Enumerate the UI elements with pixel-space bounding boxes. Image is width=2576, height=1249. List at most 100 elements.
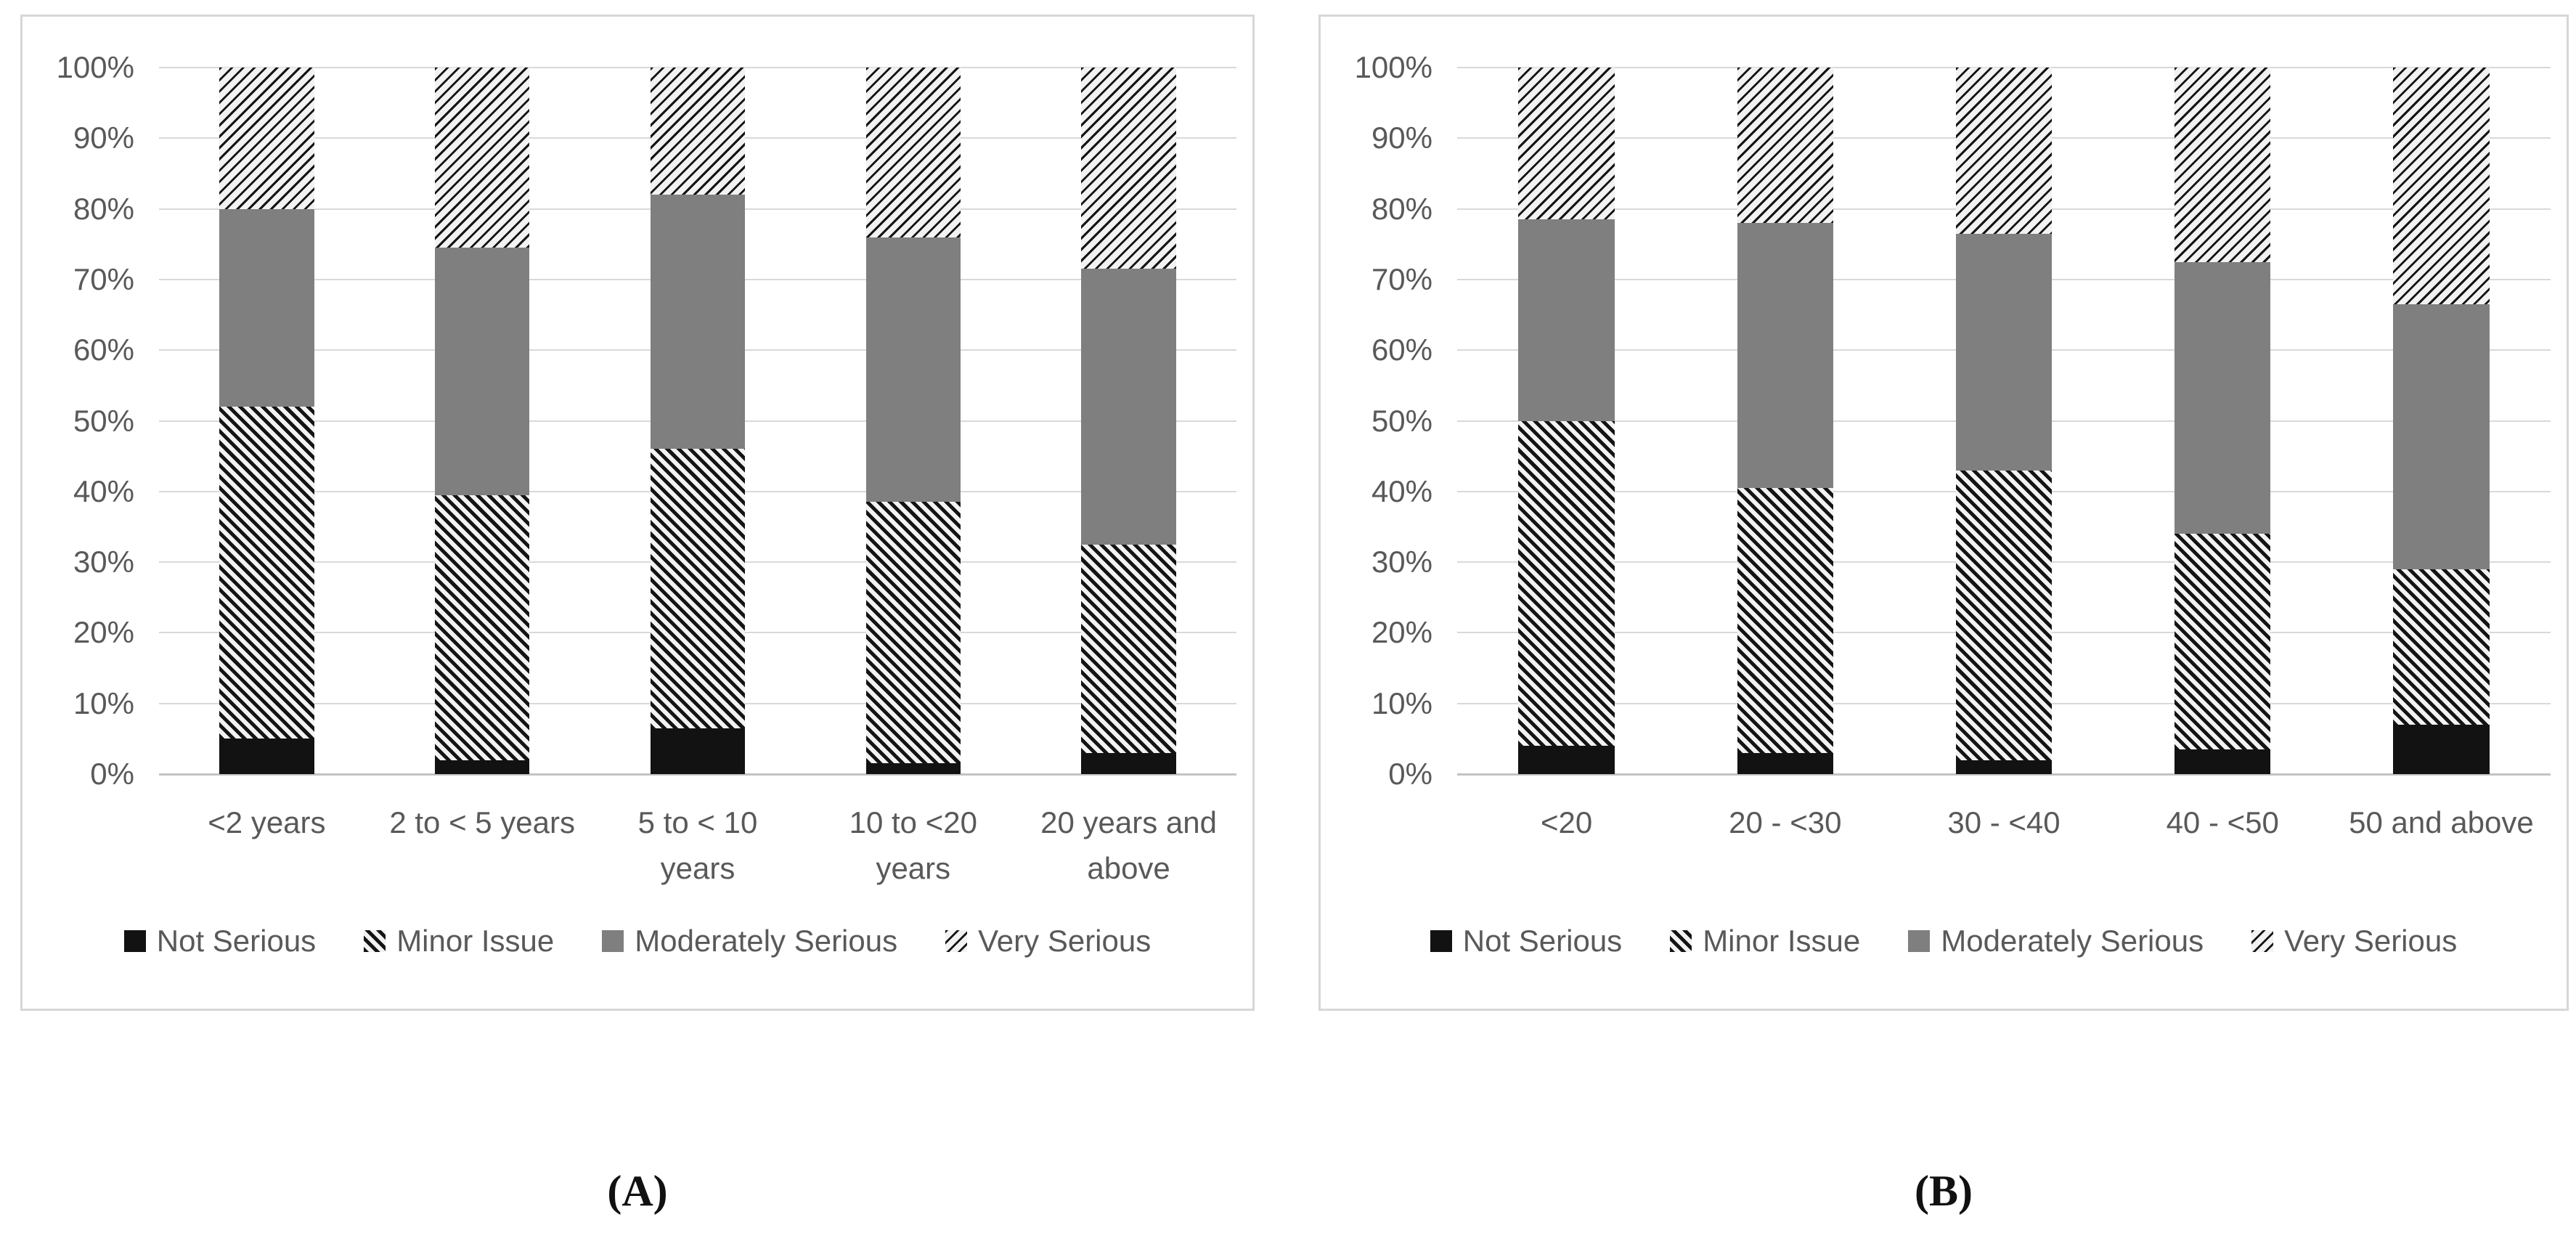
y-tick-label: 20% bbox=[1371, 615, 1432, 650]
bar-segment-moderately-serious bbox=[865, 237, 961, 503]
bar-segment-very-serious bbox=[1518, 68, 1615, 220]
bar-slot--20 bbox=[1457, 68, 1676, 774]
y-tick-label: 10% bbox=[1371, 685, 1432, 720]
legend-swatch-minor-issue bbox=[1670, 930, 1692, 952]
bar-slot--2-years bbox=[159, 68, 375, 774]
bar-segment-moderately-serious bbox=[219, 208, 314, 407]
bar-segment-very-serious bbox=[2393, 68, 2490, 304]
bar-segment-very-serious bbox=[1955, 68, 2053, 234]
bar-slot-2-to-5-years bbox=[375, 68, 590, 774]
bar-segment-very-serious bbox=[1081, 68, 1176, 269]
x-axis-line bbox=[159, 773, 1236, 776]
y-tick-label: 80% bbox=[73, 191, 134, 226]
y-tick-label: 50% bbox=[73, 403, 134, 438]
bar-slot-50-and-above bbox=[2332, 68, 2551, 774]
x-category-label: 30 - <40 bbox=[1947, 805, 2061, 839]
bar-20-30 bbox=[1737, 68, 1834, 774]
y-tick-label: 80% bbox=[1371, 191, 1432, 226]
bar-segment-not-serious bbox=[2393, 724, 2490, 774]
legend-item-moderately-serious: Moderately Serious bbox=[1908, 926, 2204, 956]
x-category-label: 50 and above bbox=[2349, 805, 2534, 839]
bar-segment-minor-issue bbox=[219, 407, 314, 739]
gridline bbox=[159, 67, 1236, 68]
y-tick-label: 0% bbox=[1388, 757, 1432, 791]
y-tick-label: 10% bbox=[73, 685, 134, 720]
legend: Not Serious Minor Issue Moderately Serious… bbox=[23, 926, 1252, 956]
legend-item-very-serious: Very Serious bbox=[2251, 926, 2457, 956]
bar-segment-minor-issue bbox=[1955, 470, 2053, 760]
y-tick-label: 40% bbox=[1371, 473, 1432, 508]
bar-slot-5-to-10-years bbox=[590, 68, 806, 774]
legend-label: Moderately Serious bbox=[1941, 924, 2204, 958]
y-tick-label: 90% bbox=[73, 121, 134, 155]
legend-label: Minor Issue bbox=[1703, 924, 1861, 958]
bar-segment-not-serious bbox=[1737, 752, 1834, 774]
bar-segment-very-serious bbox=[865, 68, 961, 237]
legend-label: Minor Issue bbox=[396, 924, 555, 958]
panel-caption-a: (A) bbox=[607, 1167, 668, 1215]
legend-swatch-not-serious bbox=[123, 930, 146, 952]
bar-30-40 bbox=[1955, 68, 2053, 774]
plot-area: 100% 90% 80% 70% 60% 50% 40% 30% 20% 10% 0% bbox=[1355, 52, 2551, 789]
legend-label: Not Serious bbox=[156, 924, 317, 958]
bar-segment-moderately-serious bbox=[650, 195, 746, 449]
bars-area bbox=[1457, 68, 2551, 774]
bar-segment-minor-issue bbox=[2174, 534, 2271, 749]
y-tick-label: 100% bbox=[56, 50, 134, 84]
bar-segment-moderately-serious bbox=[434, 248, 530, 495]
bar-10-to-20-years bbox=[865, 68, 961, 774]
y-tick-label: 30% bbox=[73, 545, 134, 579]
legend-label: Very Serious bbox=[2284, 924, 2458, 958]
x-category-label: 10 to <20 years bbox=[849, 805, 977, 885]
bar-segment-very-serious bbox=[650, 68, 746, 195]
bar-segment-not-serious bbox=[434, 760, 530, 774]
legend-label: Very Serious bbox=[978, 924, 1152, 958]
y-tick-label: 70% bbox=[73, 261, 134, 296]
plot-area: 100% 90% 80% 70% 60% 50% 40% 30% 20% 10% 0% bbox=[57, 52, 1236, 789]
bar-segment-not-serious bbox=[1955, 760, 2053, 774]
bar-segment-moderately-serious bbox=[2393, 304, 2490, 569]
bar-segment-minor-issue bbox=[1518, 420, 1615, 746]
legend-item-not-serious: Not Serious bbox=[123, 924, 317, 958]
bar--20 bbox=[1518, 68, 1615, 774]
gridline bbox=[1457, 67, 2551, 68]
legend-swatch-not-serious bbox=[1430, 930, 1452, 952]
legend-swatch-minor-issue bbox=[364, 930, 386, 952]
legend-label: Not Serious bbox=[1462, 924, 1623, 958]
x-category-label: 20 - <30 bbox=[1729, 805, 1842, 839]
x-axis-labels: <2 years 2 to < 5 years 5 to < 10 years 10 … bbox=[159, 800, 1236, 891]
bar-segment-very-serious bbox=[1737, 68, 1834, 224]
bar--2-years bbox=[219, 68, 314, 774]
legend-item-not-serious: Not Serious bbox=[1430, 926, 1622, 956]
bar-segment-moderately-serious bbox=[1737, 223, 1834, 488]
bar-segment-not-serious bbox=[1518, 746, 1615, 774]
bar-segment-not-serious bbox=[2174, 749, 2271, 774]
bar-segment-minor-issue bbox=[1737, 487, 1834, 753]
bar-slot-10-to-20-years bbox=[805, 68, 1021, 774]
bar-5-to-10-years bbox=[650, 68, 746, 774]
bar-slot-20-30 bbox=[1676, 68, 1894, 774]
bar-segment-minor-issue bbox=[650, 449, 746, 728]
bar-20-years-and-above bbox=[1081, 68, 1176, 774]
legend-swatch-moderately-serious bbox=[1908, 930, 1931, 952]
y-tick-label: 50% bbox=[1371, 403, 1432, 438]
bar-slot-30-40 bbox=[1894, 68, 2113, 774]
bar-segment-not-serious bbox=[1081, 752, 1176, 774]
bar-40-50 bbox=[2174, 68, 2271, 774]
legend-swatch-very-serious bbox=[2251, 930, 2274, 952]
y-tick-label: 0% bbox=[90, 757, 134, 791]
x-category-label: <20 bbox=[1540, 805, 1593, 839]
bar-segment-very-serious bbox=[2174, 68, 2271, 262]
y-tick-label: 30% bbox=[1371, 545, 1432, 579]
x-category-label: <2 years bbox=[208, 805, 326, 839]
bar-segment-very-serious bbox=[219, 68, 314, 209]
y-tick-label: 90% bbox=[1371, 121, 1432, 155]
bar-segment-minor-issue bbox=[2393, 569, 2490, 725]
bar-segment-very-serious bbox=[434, 68, 530, 248]
bar-segment-not-serious bbox=[865, 763, 961, 774]
x-category-label: 5 to < 10 years bbox=[637, 805, 758, 885]
x-axis-labels: <20 20 - <30 30 - <40 40 - <50 50 and above bbox=[1457, 800, 2551, 845]
bar-2-to-5-years bbox=[434, 68, 530, 774]
legend-item-very-serious: Very Serious bbox=[945, 926, 1151, 956]
